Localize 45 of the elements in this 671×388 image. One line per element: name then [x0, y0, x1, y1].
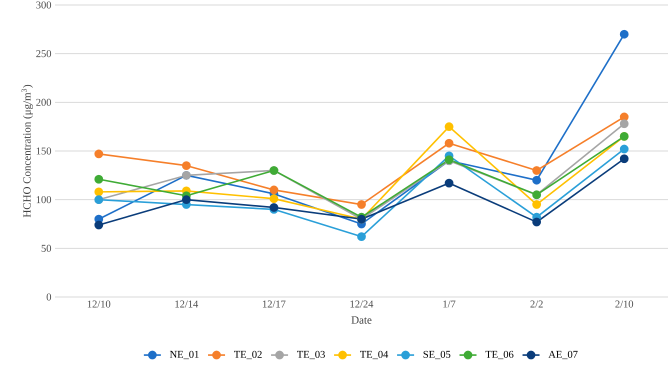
point: [182, 195, 191, 204]
y-tick-label: 300: [36, 1, 52, 9]
point: [620, 119, 629, 128]
y-tick-label: 200: [36, 98, 52, 106]
point: [357, 200, 366, 209]
point: [532, 176, 542, 185]
point: [94, 220, 104, 230]
legend-label: TE_04: [360, 350, 388, 360]
y-tick-label: 0: [46, 293, 52, 301]
point: [620, 30, 629, 39]
y-tick-label: 50: [42, 244, 52, 252]
point: [182, 161, 191, 170]
x-tick-label: 1/7: [443, 300, 456, 308]
legend-label: NE_01: [170, 350, 199, 360]
point: [444, 138, 454, 148]
point: [94, 150, 104, 158]
point: [532, 200, 542, 209]
point: [270, 194, 278, 204]
y-tick-label: 100: [36, 196, 52, 204]
x-tick-label: 2/10: [615, 300, 634, 308]
point: [620, 112, 629, 122]
point: [357, 232, 366, 242]
point: [94, 187, 104, 196]
legend-label: AE_07: [548, 350, 578, 360]
x-axis-title: Date: [351, 316, 372, 324]
y-axis-title: HCHO Concentration (μg/m$^{3}$): [22, 84, 33, 218]
x-tick-label: 12/24: [350, 300, 374, 308]
y-tick-label: 250: [36, 50, 52, 58]
point: [270, 186, 278, 194]
legend-label: TE_06: [485, 350, 514, 360]
x-tick-label: 12/10: [88, 300, 110, 308]
x-tick-label: 2/2: [530, 300, 543, 308]
point: [444, 122, 454, 132]
point: [532, 166, 542, 175]
legend-label: TE_03: [297, 350, 325, 360]
x-tick-label: 12/14: [175, 300, 198, 308]
point: [444, 178, 454, 188]
point: [532, 218, 542, 226]
y-tick-label: 150: [36, 147, 52, 155]
legend-label: TE_02: [234, 350, 262, 360]
legend-label: SE_05: [424, 350, 450, 360]
point: [620, 144, 629, 154]
point: [94, 174, 104, 184]
x-tick-label: 12/17: [262, 300, 286, 308]
point: [620, 154, 629, 164]
